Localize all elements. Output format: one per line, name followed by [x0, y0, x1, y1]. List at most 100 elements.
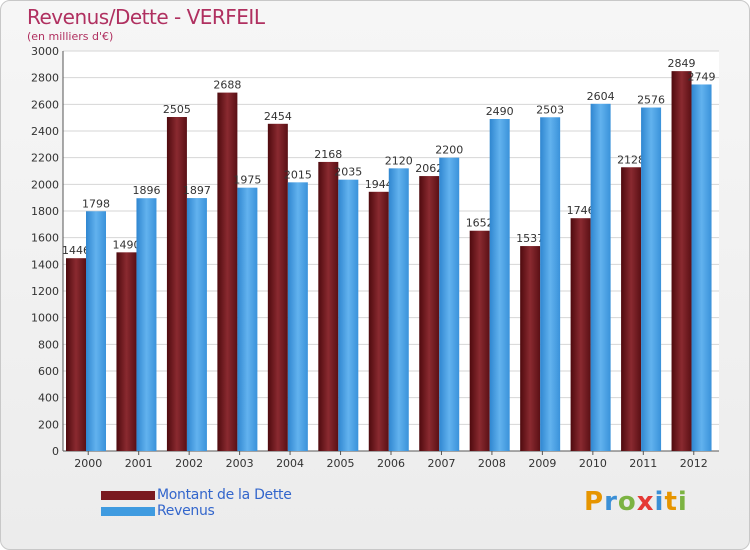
bar-debt [66, 258, 86, 451]
chart-subtitle: (en milliers d'€) [27, 30, 114, 43]
bar-revenue [287, 182, 308, 452]
data-label: 2503 [536, 103, 564, 116]
x-tick-label: 2002 [175, 457, 203, 470]
bar-revenue [136, 198, 157, 451]
data-label: 2490 [486, 105, 514, 118]
y-tick-label: 1200 [31, 285, 59, 298]
data-label: 1798 [82, 197, 110, 210]
x-tick-label: 2000 [74, 457, 102, 470]
y-tick-label: 1600 [31, 232, 59, 245]
data-label: 2749 [688, 70, 716, 83]
x-tick-label: 2009 [528, 457, 556, 470]
bar-revenue [691, 84, 712, 451]
bar-revenue [439, 157, 460, 451]
bar-revenue [489, 119, 510, 451]
data-label: 1446 [62, 244, 90, 257]
legend-label-revenue: Revenus [157, 503, 215, 519]
data-label: 2015 [284, 168, 312, 181]
y-tick-label: 1800 [31, 205, 59, 218]
y-tick-label: 2400 [31, 125, 59, 138]
x-tick-label: 2012 [680, 457, 708, 470]
bar-debt [520, 246, 541, 451]
bar-debt [570, 218, 591, 451]
legend-swatch-revenue [101, 506, 155, 516]
y-tick-label: 400 [38, 392, 59, 405]
x-tick-label: 2010 [579, 457, 607, 470]
x-tick-label: 2006 [377, 457, 405, 470]
x-tick-label: 2007 [427, 457, 455, 470]
data-label: 2200 [435, 144, 463, 157]
data-label: 2168 [314, 148, 342, 161]
data-label: 2454 [264, 110, 292, 123]
logo-letter: t [664, 487, 678, 517]
legend-label-debt: Montant de la Dette [157, 487, 292, 503]
data-label: 2688 [213, 79, 241, 92]
y-tick-label: 2000 [31, 178, 59, 191]
bar-debt [419, 176, 440, 452]
bar-debt [166, 117, 187, 451]
data-label: 2576 [637, 94, 665, 107]
data-label: 1975 [233, 174, 261, 187]
x-tick-label: 2001 [125, 457, 153, 470]
y-tick-label: 600 [38, 365, 59, 378]
logo-letter: o [617, 487, 637, 517]
data-label: 2035 [334, 166, 362, 179]
legend-item-debt: Montant de la Dette [101, 487, 292, 503]
y-tick-label: 0 [52, 445, 59, 458]
bar-revenue [237, 187, 258, 451]
y-tick-label: 1000 [31, 312, 59, 325]
x-tick-label: 2005 [327, 457, 355, 470]
x-tick-label: 2004 [276, 457, 304, 470]
y-tick-label: 2200 [31, 152, 59, 165]
bar-revenue [86, 211, 106, 451]
x-tick-label: 2003 [226, 457, 254, 470]
proxiti-logo: Proxiti [584, 487, 688, 517]
logo-letter: i [677, 487, 688, 517]
bar-revenue [388, 168, 409, 452]
data-label: 2849 [668, 57, 696, 70]
y-tick-label: 1400 [31, 258, 59, 271]
legend-item-revenue: Revenus [101, 503, 292, 519]
bar-revenue [540, 117, 561, 452]
logo-letter: r [604, 487, 618, 517]
bar-revenue [338, 179, 359, 451]
data-label: 1897 [183, 184, 211, 197]
data-label: 1944 [365, 178, 393, 191]
data-label: 1490 [112, 238, 140, 251]
bar-debt [116, 252, 137, 451]
data-label: 2128 [617, 153, 645, 166]
data-label: 2505 [163, 103, 191, 116]
data-label: 1746 [567, 204, 595, 217]
bar-debt [318, 161, 339, 451]
bar-debt [217, 92, 238, 451]
logo-letter: x [636, 487, 655, 517]
data-label: 1652 [466, 217, 494, 230]
logo-letter: P [584, 487, 605, 517]
y-tick-label: 2600 [31, 98, 59, 111]
x-tick-label: 2011 [629, 457, 657, 470]
y-tick-label: 200 [38, 418, 59, 431]
chart-legend: Montant de la Dette Revenus [101, 487, 292, 519]
y-tick-label: 800 [38, 338, 59, 351]
y-tick-label: 2800 [31, 72, 59, 85]
bar-revenue [186, 198, 207, 451]
bar-debt [671, 71, 692, 451]
data-label: 1537 [516, 232, 544, 245]
bar-debt [267, 123, 288, 452]
bar-debt [469, 230, 490, 451]
data-label: 2062 [415, 162, 443, 175]
data-label: 2120 [385, 154, 413, 167]
chart-title: Revenus/Dette - VERFEIL [27, 5, 265, 29]
bar-revenue [641, 107, 662, 452]
logo-letter: i [654, 487, 665, 517]
x-tick-label: 2008 [478, 457, 506, 470]
bar-debt [368, 191, 389, 452]
bar-revenue [590, 103, 611, 452]
data-label: 2604 [587, 90, 615, 103]
data-label: 1896 [132, 184, 160, 197]
y-tick-label: 3000 [31, 45, 59, 58]
bar-debt [621, 167, 642, 451]
legend-swatch-debt [101, 490, 155, 500]
